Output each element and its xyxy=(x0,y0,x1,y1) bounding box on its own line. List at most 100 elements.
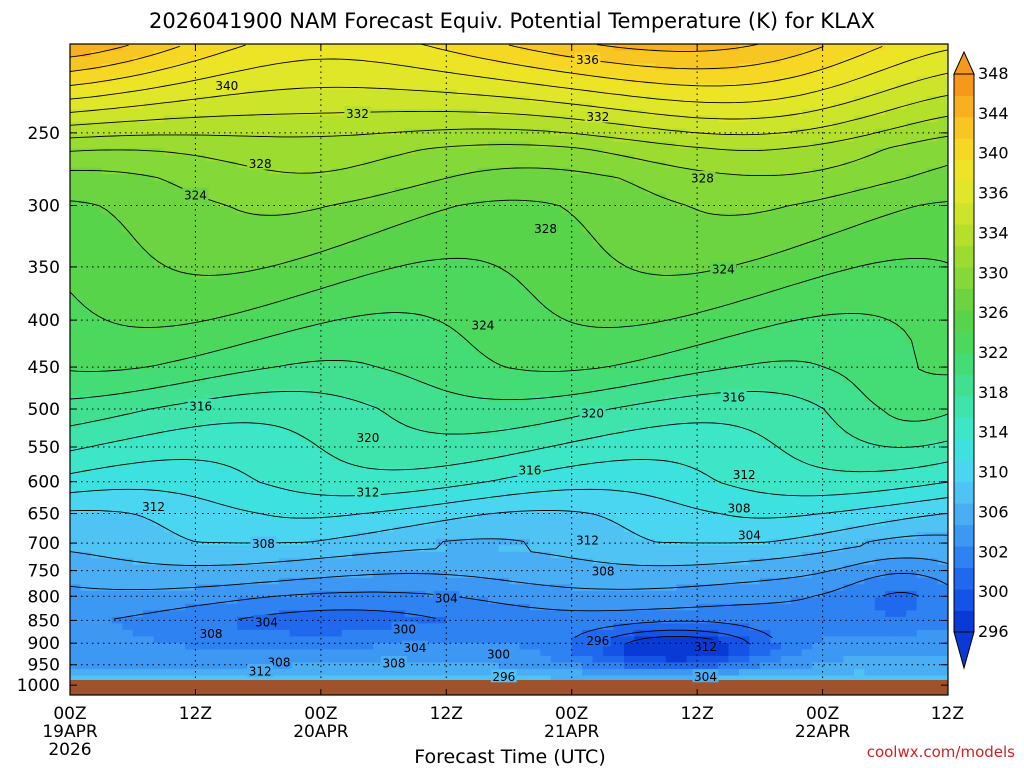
field-cell xyxy=(143,349,155,358)
field-cell xyxy=(404,408,416,416)
field-cell xyxy=(174,128,186,136)
field-cell xyxy=(571,415,583,423)
field-cell xyxy=(184,180,197,188)
field-cell xyxy=(258,128,270,136)
field-cell xyxy=(383,441,395,449)
field-cell xyxy=(373,343,385,351)
field-cell xyxy=(310,558,322,566)
field-cell xyxy=(550,577,562,585)
field-cell xyxy=(341,213,353,221)
field-cell xyxy=(164,382,176,390)
field-cell xyxy=(132,180,144,188)
field-cell xyxy=(550,642,562,651)
field-cell xyxy=(195,102,207,110)
field-cell xyxy=(205,200,217,208)
field-cell xyxy=(571,76,583,84)
field-cell xyxy=(331,219,343,227)
field-cell xyxy=(174,558,186,566)
field-cell xyxy=(184,590,197,598)
field-cell xyxy=(362,226,374,234)
field-cell xyxy=(540,122,552,130)
field-cell xyxy=(446,525,458,533)
field-cell xyxy=(394,362,406,371)
field-cell xyxy=(488,278,500,286)
field-cell xyxy=(404,480,416,488)
field-cell xyxy=(184,441,197,449)
field-cell xyxy=(216,291,228,299)
field-cell xyxy=(467,356,479,364)
field-cell xyxy=(341,486,353,494)
field-cell xyxy=(247,291,259,299)
field-cell xyxy=(279,603,291,611)
field-cell xyxy=(519,538,531,546)
field-cell xyxy=(90,382,102,390)
field-cell xyxy=(341,467,353,475)
field-cell xyxy=(571,109,583,117)
field-cell xyxy=(122,564,134,572)
field-cell xyxy=(404,200,416,208)
field-cell xyxy=(237,402,249,410)
field-cell xyxy=(425,480,437,488)
field-cell xyxy=(519,336,531,345)
field-cell xyxy=(582,148,594,156)
field-cell xyxy=(299,558,311,566)
field-cell xyxy=(509,89,521,97)
field-cell xyxy=(373,597,385,605)
field-cell xyxy=(143,297,155,305)
field-cell xyxy=(498,102,510,110)
field-cell xyxy=(164,317,176,325)
field-cell xyxy=(320,597,332,605)
field-cell xyxy=(509,493,521,501)
field-cell xyxy=(310,382,322,390)
field-cell xyxy=(414,167,426,175)
field-cell xyxy=(373,577,385,585)
field-cell xyxy=(477,642,489,651)
field-cell xyxy=(320,135,332,143)
field-cell xyxy=(488,304,500,312)
field-cell xyxy=(143,389,155,397)
field-cell xyxy=(404,245,416,253)
field-cell xyxy=(122,376,134,384)
field-cell xyxy=(394,428,406,436)
field-cell xyxy=(258,187,270,195)
field-cell xyxy=(216,115,228,123)
field-cell xyxy=(404,571,416,579)
field-cell xyxy=(561,109,573,117)
field-cell xyxy=(216,122,228,130)
field-cell xyxy=(467,349,479,358)
field-cell xyxy=(373,356,385,364)
field-cell xyxy=(289,252,301,260)
field-cell xyxy=(446,538,458,546)
field-cell xyxy=(289,109,301,117)
field-cell xyxy=(477,291,489,299)
field-cell xyxy=(184,408,197,416)
field-cell xyxy=(70,519,82,527)
field-cell xyxy=(226,506,238,514)
field-cell xyxy=(550,89,562,97)
field-cell xyxy=(132,577,144,585)
field-cell xyxy=(153,493,165,501)
field-cell xyxy=(582,551,594,559)
field-cell xyxy=(174,310,186,319)
field-cell xyxy=(456,441,468,449)
field-cell xyxy=(435,473,447,481)
field-cell xyxy=(258,408,270,416)
field-cell xyxy=(90,239,102,247)
field-cell xyxy=(247,441,259,449)
field-cell xyxy=(446,616,458,624)
field-cell xyxy=(467,675,479,683)
field-cell xyxy=(582,226,594,234)
field-cell xyxy=(446,493,458,501)
field-cell xyxy=(226,616,238,624)
field-cell xyxy=(70,460,82,468)
field-cell xyxy=(582,167,594,175)
field-cell xyxy=(132,213,144,221)
field-cell xyxy=(184,415,197,423)
field-cell xyxy=(341,629,353,638)
field-cell xyxy=(435,83,447,91)
field-cell xyxy=(435,102,447,110)
field-cell xyxy=(394,460,406,468)
field-cell xyxy=(247,655,259,664)
field-cell xyxy=(341,473,353,481)
field-cell xyxy=(70,655,82,664)
